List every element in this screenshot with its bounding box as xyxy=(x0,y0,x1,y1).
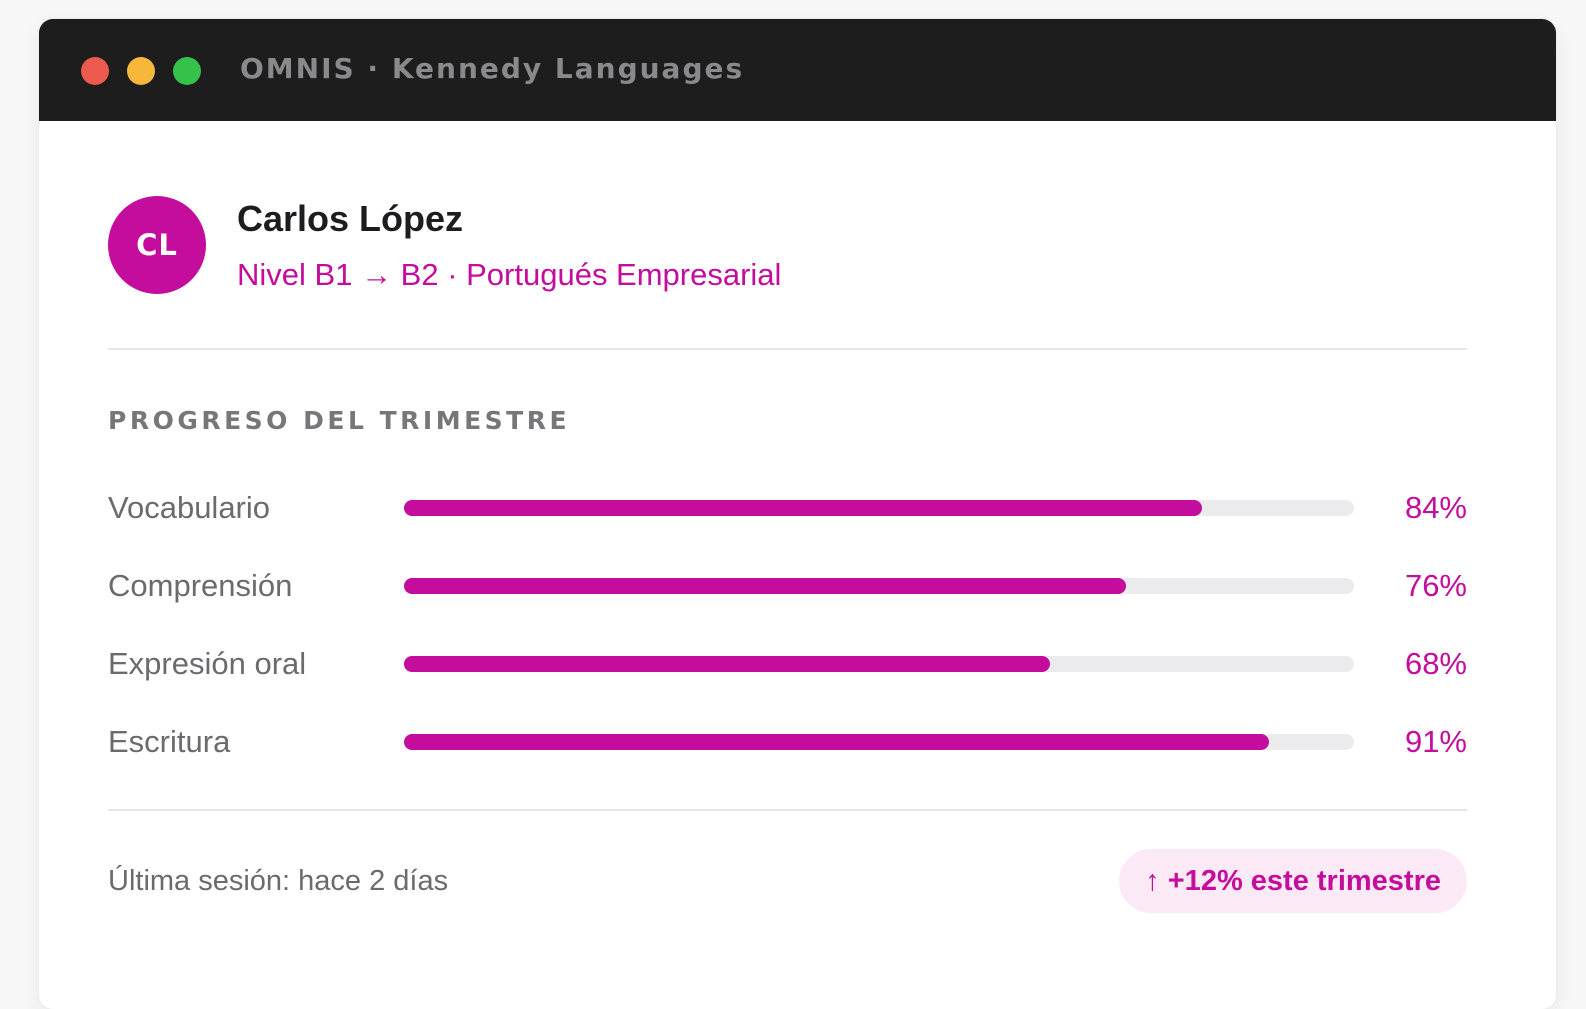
progress-row-escritura: Escritura 91% xyxy=(108,720,1467,764)
window-title: OMNIS · Kennedy Languages xyxy=(240,52,745,85)
progress-fill xyxy=(404,500,1202,516)
progress-fill xyxy=(404,656,1050,672)
arrow-up-icon: ↑ xyxy=(1145,864,1160,897)
student-name: Carlos López xyxy=(237,198,464,239)
progress-track xyxy=(404,578,1354,594)
title-bar: OMNIS · Kennedy Languages xyxy=(39,19,1556,121)
progress-label: Vocabulario xyxy=(108,490,271,525)
trend-text: +12% este trimestre xyxy=(1167,864,1441,897)
student-course: Nivel B1 → B2 · Portugués Empresarial xyxy=(237,257,782,292)
progress-row-comprension: Comprensión 76% xyxy=(108,564,1467,608)
progress-value: 76% xyxy=(1404,568,1467,603)
avatar: CL xyxy=(108,196,206,294)
progress-track xyxy=(404,500,1354,516)
progress-row-expresion-oral: Expresión oral 68% xyxy=(108,642,1467,686)
divider xyxy=(108,348,1467,350)
progress-value: 84% xyxy=(1404,490,1467,525)
divider xyxy=(108,809,1467,811)
last-session-text: Última sesión: hace 2 días xyxy=(108,865,449,897)
progress-value: 68% xyxy=(1404,646,1467,681)
progress-fill xyxy=(404,578,1126,594)
progress-track xyxy=(404,734,1354,750)
maximize-window-button[interactable] xyxy=(173,57,201,85)
progress-track xyxy=(404,656,1354,672)
minimize-window-button[interactable] xyxy=(127,57,155,85)
app-window: OMNIS · Kennedy Languages CL Carlos Lópe… xyxy=(39,19,1556,1009)
section-title: PROGRESO DEL TRIMESTRE xyxy=(108,406,571,435)
progress-label: Expresión oral xyxy=(108,646,307,681)
trend-badge: ↑ +12% este trimestre xyxy=(1119,849,1467,913)
progress-label: Comprensión xyxy=(108,568,293,603)
close-window-button[interactable] xyxy=(81,57,109,85)
progress-label: Escritura xyxy=(108,724,231,759)
progress-value: 91% xyxy=(1404,724,1467,759)
progress-row-vocabulario: Vocabulario 84% xyxy=(108,486,1467,530)
progress-fill xyxy=(404,734,1269,750)
